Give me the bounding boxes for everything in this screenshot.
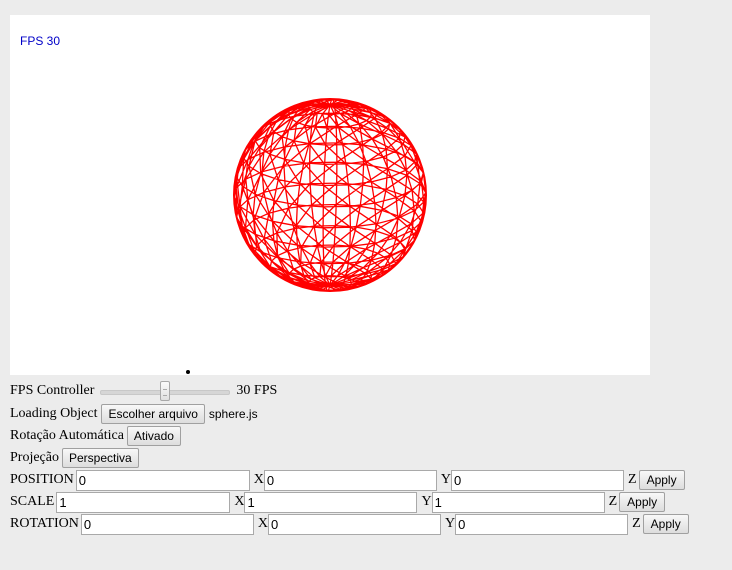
scale-y-input[interactable]: 1 xyxy=(244,491,418,513)
auto-rotation-row: Rotação Automática Ativado xyxy=(10,425,181,447)
scale-label: SCALE xyxy=(10,494,55,509)
loading-object-row: Loading Object Escolher arquivo sphere.j… xyxy=(10,403,258,425)
projection-row: Projeção Perspectiva xyxy=(10,447,139,469)
fps-controller-label: FPS Controller xyxy=(10,383,95,398)
fps-readout: FPS 30 xyxy=(20,34,61,48)
position-row: POSITION 0 X 0 Y 0 Z Apply xyxy=(10,469,685,491)
mouse-cursor-dot xyxy=(186,370,190,374)
choose-file-button[interactable]: Escolher arquivo xyxy=(101,404,205,424)
scale-row: SCALE 1 X 1 Y 1 Z Apply xyxy=(10,491,666,513)
sphere-wireframe-edges xyxy=(233,98,427,292)
position-label: POSITION xyxy=(10,472,74,487)
position-x-input[interactable]: 0 xyxy=(75,469,250,491)
position-x-label: X xyxy=(253,472,264,487)
scale-y-label: Y xyxy=(421,494,432,509)
position-y-label: Y xyxy=(440,472,452,487)
scale-x-input[interactable]: 1 xyxy=(56,491,231,513)
position-apply-button[interactable]: Apply xyxy=(638,470,685,490)
file-name-text: sphere.js xyxy=(208,407,258,421)
projection-label: Projeção xyxy=(10,450,59,465)
rotation-x-input[interactable]: 0 xyxy=(80,513,254,535)
scale-z-input[interactable]: 1 xyxy=(431,491,605,513)
wireframe-sphere xyxy=(233,98,427,292)
fps-slider-thumb[interactable] xyxy=(160,381,171,401)
scale-apply-button[interactable]: Apply xyxy=(619,492,666,512)
rotation-row: ROTATION 0 X 0 Y 0 Z Apply xyxy=(10,513,689,535)
rotation-y-input[interactable]: 0 xyxy=(268,513,441,535)
loading-object-label: Loading Object xyxy=(10,406,98,421)
fps-controller-row: FPS Controller 30 FPS xyxy=(10,380,277,402)
projection-toggle-button[interactable]: Perspectiva xyxy=(61,448,139,468)
position-z-input[interactable]: 0 xyxy=(451,469,625,491)
fps-value-text: 30 FPS xyxy=(236,383,278,398)
sphere-outline xyxy=(233,98,427,292)
rotation-label: ROTATION xyxy=(10,516,79,531)
rotation-y-label: Y xyxy=(445,516,456,531)
rotation-apply-button[interactable]: Apply xyxy=(642,514,689,534)
auto-rotation-label: Rotação Automática xyxy=(10,428,124,443)
scale-z-label: Z xyxy=(608,494,618,509)
fps-slider[interactable] xyxy=(100,380,231,402)
position-z-label: Z xyxy=(628,472,637,487)
rotation-z-label: Z xyxy=(632,516,641,531)
position-y-input[interactable]: 0 xyxy=(263,469,437,491)
auto-rotation-toggle-button[interactable]: Ativado xyxy=(126,426,181,446)
rotation-x-label: X xyxy=(257,516,268,531)
render-canvas[interactable]: FPS 30 xyxy=(10,15,650,375)
rotation-z-input[interactable]: 0 xyxy=(455,513,629,535)
scale-x-label: X xyxy=(234,494,245,509)
